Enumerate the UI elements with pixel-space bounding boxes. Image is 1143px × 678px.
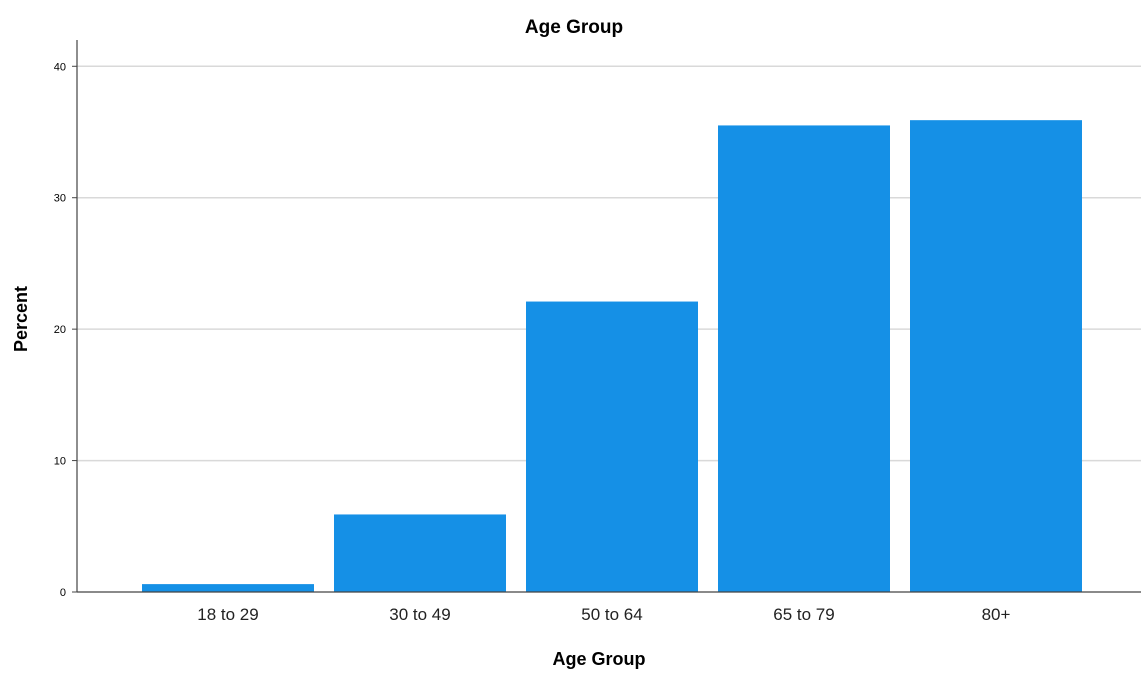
bars [142, 120, 1082, 593]
x-tick-label-50-to-64: 50 to 64 [581, 605, 642, 624]
x-tick-label-80: 80+ [982, 605, 1011, 624]
y-axis-title: Percent [11, 286, 31, 352]
y-tick-label-0: 0 [60, 587, 66, 599]
bar-80 [910, 120, 1082, 593]
bar-30-to-49 [334, 514, 506, 592]
x-axis-title: Age Group [553, 649, 646, 669]
x-tick-label-18-to-29: 18 to 29 [197, 605, 258, 624]
chart-title: Age Group [525, 17, 623, 38]
bar-65-to-79 [718, 125, 890, 592]
y-tick-label-40: 40 [54, 61, 66, 73]
y-tick-label-30: 30 [54, 193, 66, 205]
bar-18-to-29 [142, 584, 314, 592]
x-tick-label-65-to-79: 65 to 79 [773, 605, 834, 624]
y-tick-label-10: 10 [54, 456, 66, 468]
tick-labels: 0 10 20 30 40 18 to 29 30 to 49 50 to 64 65 to 7… [54, 61, 1011, 624]
y-tick-label-20: 20 [54, 324, 66, 336]
axes [72, 40, 1141, 593]
bar-50-to-64 [526, 301, 698, 592]
x-tick-label-30-to-49: 30 to 49 [389, 605, 450, 624]
